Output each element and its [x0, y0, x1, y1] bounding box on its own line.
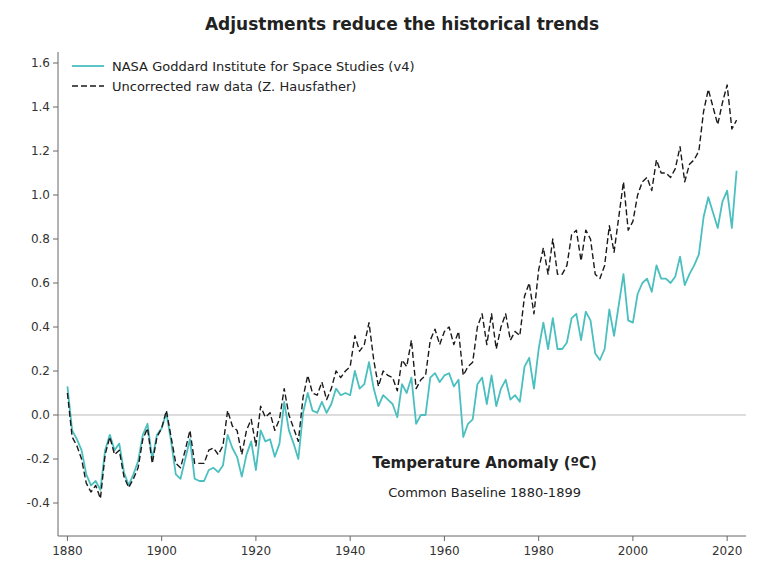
y-tick	[53, 415, 58, 416]
y-axis-line	[58, 52, 59, 536]
x-tick-label: 1900	[146, 544, 177, 558]
x-tick-label: 1980	[523, 544, 554, 558]
lines	[67, 85, 736, 499]
x-tick	[67, 536, 68, 541]
annotation: Common Baseline 1880-1899	[388, 485, 581, 500]
y-tick	[53, 327, 58, 328]
y-tick	[53, 151, 58, 152]
series-line	[67, 85, 736, 499]
x-tick-label: 2000	[618, 544, 649, 558]
x-tick	[161, 536, 162, 541]
x-tick	[255, 536, 256, 541]
x-tick-label: 1960	[429, 544, 460, 558]
y-tick	[53, 503, 58, 504]
legend-label: NASA Goddard Institute for Space Studies…	[112, 59, 414, 74]
y-tick	[53, 195, 58, 196]
annotation: Temperature Anomaly (ºC)	[372, 454, 597, 472]
y-tick-label: 1.6	[31, 56, 50, 70]
annotations: Temperature Anomaly (ºC) Common Baseline …	[372, 454, 597, 500]
x-tick	[727, 536, 728, 541]
y-tick	[53, 63, 58, 64]
legend: NASA Goddard Institute for Space Studies…	[72, 59, 414, 94]
y-tick-label: 1.4	[31, 100, 50, 114]
x-tick-label: 1920	[241, 544, 272, 558]
x-tick	[444, 536, 445, 541]
zero-line	[58, 415, 746, 416]
y-tick-label: 0.2	[31, 364, 50, 378]
y-tick-label: 0.4	[31, 320, 50, 334]
y-tick-label: -0.2	[27, 452, 50, 466]
x-tick	[632, 536, 633, 541]
title: Adjustments reduce the historical trends	[205, 14, 599, 34]
legend-swatch	[72, 85, 104, 86]
y-tick	[53, 283, 58, 284]
y-axis: -0.4 -0.2 0.0 0.2 0.4 0.6 0.8 1.0 1.2 1.4 1.6	[27, 52, 58, 536]
y-tick-label: 0.8	[31, 232, 50, 246]
chart: Adjustments reduce the historical trends…	[0, 0, 768, 578]
y-tick-label: -0.4	[27, 496, 50, 510]
y-tick	[53, 371, 58, 372]
zero-line-group	[58, 415, 746, 416]
x-tick-label: 2020	[712, 544, 743, 558]
legend-swatch	[72, 65, 104, 67]
x-tick-label: 1880	[52, 544, 83, 558]
x-axis: 1880 1900 1920 1940 1960 1980 2000 2020	[52, 536, 746, 558]
y-tick	[53, 239, 58, 240]
series-line	[67, 171, 736, 490]
y-tick	[53, 107, 58, 108]
y-tick-label: 0.6	[31, 276, 50, 290]
x-tick	[538, 536, 539, 541]
x-tick-label: 1940	[335, 544, 366, 558]
legend-label: Uncorrected raw data (Z. Hausfather)	[112, 79, 356, 94]
y-tick-label: 0.0	[31, 408, 50, 422]
x-tick	[350, 536, 351, 541]
y-tick-label: 1.0	[31, 188, 50, 202]
y-tick-label: 1.2	[31, 144, 50, 158]
y-tick	[53, 459, 58, 460]
